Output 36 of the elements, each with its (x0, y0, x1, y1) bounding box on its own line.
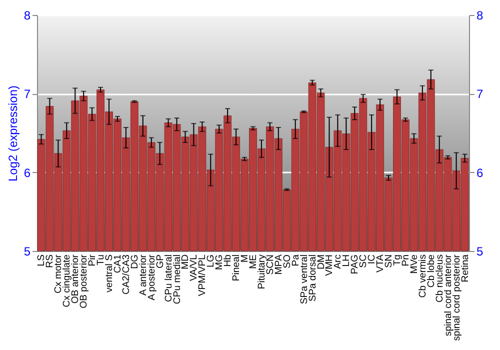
y2-tick-label: 5 (476, 244, 484, 258)
x-tick-label: Cb lobe (426, 254, 437, 288)
x-tick-label: GP (154, 254, 166, 268)
y2-tick-label: 7 (476, 87, 484, 102)
x-tick-label: SCN (264, 254, 276, 275)
x-tick-label: CA2/CA3 (120, 254, 132, 294)
y-tick-label: 5 (24, 244, 31, 258)
x-tick-label: A anterior (138, 254, 149, 296)
x-tick-label: Retina (460, 254, 471, 282)
x-tick-label: MPA (273, 254, 284, 275)
x-tick-label: SPa ventral (298, 254, 310, 304)
x-tick-label: Cb nucleus (434, 254, 446, 302)
x-tick-label: RS (44, 254, 56, 268)
y-axis-title: Log2 (expression) (6, 85, 20, 182)
x-tick-label: spinal cord posterior (451, 254, 462, 341)
x-tick-label: Pa (290, 254, 302, 266)
x-tick-label: ventral S (104, 254, 115, 292)
x-tick-label: Tg (392, 254, 403, 266)
x-tick-label: Pituitary (256, 254, 268, 290)
x-tick-label: spinal cord anterior (442, 254, 454, 336)
x-tick-label: ME (248, 254, 259, 269)
y-tick-label: 6 (24, 166, 31, 180)
x-tick-label: CA1 (112, 254, 124, 274)
x-tick-label: CPu lateral (163, 254, 174, 302)
y2-tick-label: 8 (476, 8, 484, 22)
y2-tick-label: 6 (476, 166, 484, 180)
x-tick-label: Cb vermis (417, 254, 428, 298)
x-tick-label: Pn (400, 254, 412, 266)
x-tick-label: DG (129, 254, 140, 269)
y-tick-label: 7 (24, 87, 31, 102)
x-tick-label: SO (282, 254, 293, 268)
y-tick-label: 8 (24, 8, 31, 22)
x-tick-label: SPa dorsal (307, 254, 318, 302)
x-tick-label: OB posterior (78, 254, 90, 308)
x-tick-label: MVe (408, 254, 420, 274)
x-tick-label: A posterior (146, 254, 158, 300)
